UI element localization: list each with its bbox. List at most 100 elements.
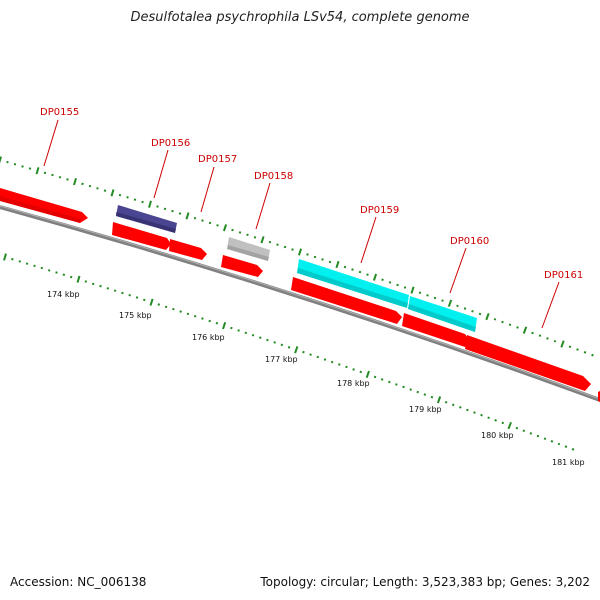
outer-tick <box>28 167 32 170</box>
outer-tick <box>171 209 174 213</box>
outer-tick <box>501 320 504 324</box>
genome-backbone-highlight <box>0 205 600 400</box>
inner-tick <box>459 406 462 409</box>
inner-tick <box>62 273 66 276</box>
inner-tick <box>258 336 262 339</box>
gene-label-dp0159[interactable]: DP0159 <box>360 205 399 216</box>
outer-tick <box>366 273 369 276</box>
gene-label-dp0161[interactable]: DP0161 <box>544 270 583 281</box>
gene-arrow-dp0155-forward-shade <box>0 196 81 223</box>
inner-tick <box>480 413 483 417</box>
outer-tick <box>396 283 399 287</box>
inner-tick <box>3 253 7 261</box>
outer-tick <box>6 160 9 164</box>
gene-label-dp0160[interactable]: DP0160 <box>450 236 489 247</box>
outer-tick <box>253 236 257 239</box>
inner-tick <box>365 370 370 379</box>
genome-backbone <box>0 205 600 402</box>
inner-tick <box>113 289 117 292</box>
outer-tick <box>141 200 144 204</box>
outer-tick <box>418 291 422 295</box>
inner-tick <box>309 353 312 356</box>
outer-tick <box>216 224 219 227</box>
outer-tick <box>73 178 77 186</box>
gene-arrow-dp0156-reverse[interactable] <box>112 222 171 250</box>
inner-tick <box>11 257 14 261</box>
outer-tick <box>268 240 272 244</box>
inner-tick <box>409 388 412 391</box>
inner-tick <box>338 363 341 366</box>
inner-tick <box>571 448 575 451</box>
outer-tick <box>201 219 204 222</box>
outer-tick <box>343 265 347 269</box>
gene-arrow-dp0155-forward[interactable] <box>0 188 88 223</box>
kbp-label: 178 kbp <box>337 379 370 388</box>
outer-tick <box>576 348 579 351</box>
outer-tick <box>88 184 92 188</box>
outer-tick <box>148 200 152 208</box>
outer-tick <box>335 260 340 269</box>
outer-tick <box>591 353 594 357</box>
outer-tick <box>178 212 182 215</box>
outer-tick <box>156 205 159 208</box>
accession-label: Accession: NC_006138 <box>10 575 147 589</box>
outer-tick <box>222 224 228 232</box>
outer-tick <box>478 312 482 316</box>
outer-tick <box>456 304 459 308</box>
inner-tick <box>280 343 284 347</box>
kbp-label: 175 kbp <box>119 311 152 320</box>
inner-tick <box>416 390 420 394</box>
inner-tick <box>323 358 327 361</box>
genome-summary: Topology: circular; Length: 3,523,383 bp… <box>260 575 590 589</box>
gene-label-dp0155[interactable]: DP0155 <box>40 107 79 118</box>
inner-tick <box>222 321 227 330</box>
inner-tick <box>251 333 255 337</box>
inner-tick <box>536 434 540 438</box>
outer-tick <box>313 255 317 259</box>
leader-line-dp0157 <box>200 166 215 213</box>
map-title: Desulfotalea psychrophila LSv54, complet… <box>130 10 470 25</box>
inner-tick <box>423 393 427 396</box>
kbp-labels: 174 kbp 175 kbp 176 kbp 177 kbp 178 kbp … <box>47 290 585 467</box>
outer-tick <box>493 318 497 321</box>
inner-tick <box>193 314 197 318</box>
outer-tick <box>118 193 122 197</box>
inner-tick <box>330 360 334 364</box>
gene-label-dp0156[interactable]: DP0156 <box>151 138 190 149</box>
inner-tick <box>345 365 348 369</box>
inner-tick <box>18 260 21 263</box>
outer-tick <box>531 331 534 335</box>
gene-arrow-dp0158-reverse[interactable] <box>221 255 263 277</box>
inner-tick <box>316 355 320 359</box>
gene-labels: DP0155 DP0156 DP0157 DP0158 DP0159 DP016… <box>40 107 583 329</box>
gene-label-dp0157[interactable]: DP0157 <box>198 154 237 165</box>
gene-arrow-dp0157-reverse[interactable] <box>169 239 207 260</box>
outer-tick <box>126 196 129 199</box>
outer-tick <box>538 334 542 337</box>
outer-tick <box>35 167 40 175</box>
inner-tick <box>451 403 455 407</box>
outer-tick <box>372 273 378 281</box>
outer-tick <box>185 212 190 220</box>
inner-tick <box>121 291 124 295</box>
inner-tick <box>230 326 233 330</box>
gene-arrow-dp0159-reverse[interactable] <box>291 277 402 324</box>
outer-tick <box>208 221 212 225</box>
inner-tick <box>507 421 512 430</box>
outer-tick <box>231 228 234 232</box>
outer-tick <box>447 299 453 307</box>
inner-tick <box>40 266 44 270</box>
leader-line-dp0158 <box>255 182 271 230</box>
kbp-label: 181 kbp <box>552 458 585 467</box>
outer-tick <box>110 189 115 197</box>
gene-arrow-dp0161-reverse[interactable] <box>465 335 591 391</box>
outer-tick <box>246 233 249 237</box>
gene-label-dp0158[interactable]: DP0158 <box>254 171 293 182</box>
outer-tick <box>13 162 17 166</box>
inner-tick <box>149 298 154 306</box>
outer-tick <box>328 260 332 264</box>
outer-tick <box>433 296 437 300</box>
inner-tick <box>550 440 554 443</box>
gene-arrow-dp0160-reverse[interactable] <box>402 313 470 347</box>
